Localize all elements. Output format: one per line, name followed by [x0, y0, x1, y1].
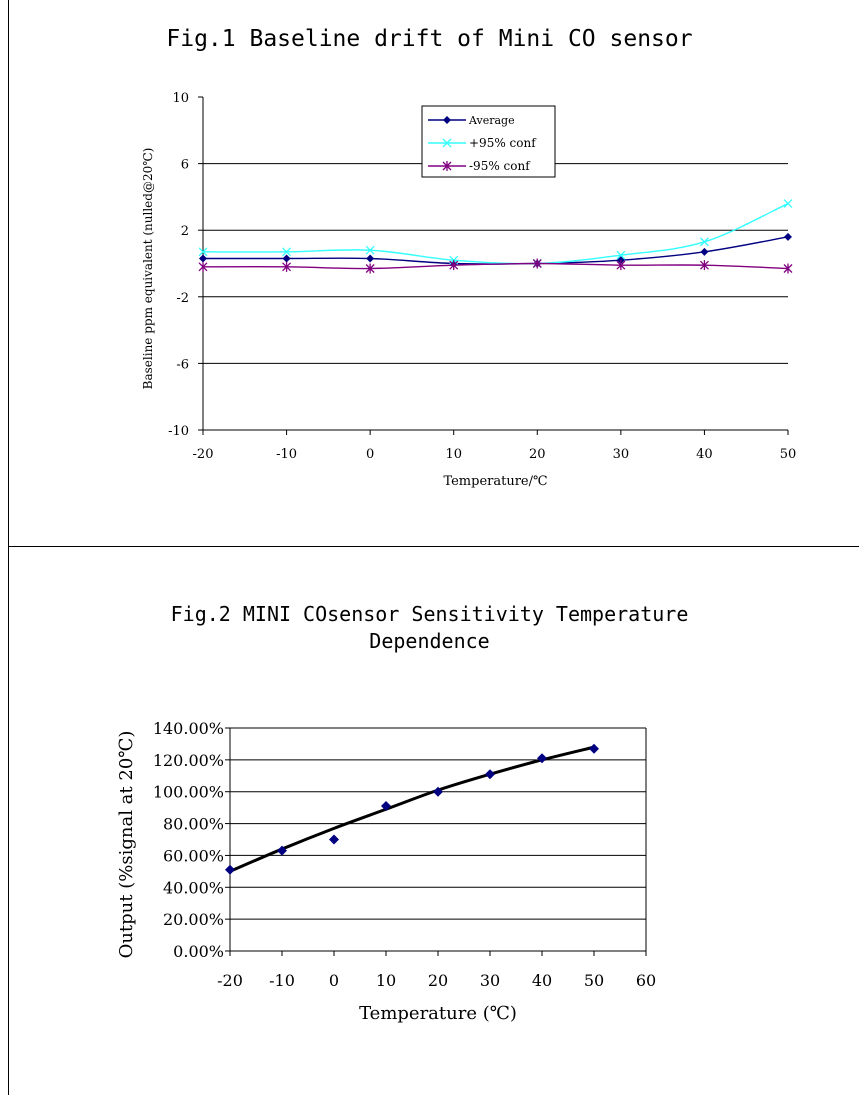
fig2-title-line1: Fig.2 MINI COsensor Sensitivity Temperat… — [170, 602, 689, 626]
legend-marker — [442, 138, 452, 148]
data-point — [532, 258, 542, 269]
data-point — [433, 786, 443, 797]
x-tick-label: 0 — [366, 447, 374, 462]
x-tick-label: -10 — [269, 971, 295, 990]
data-point — [277, 845, 287, 856]
fig2-title: Fig.2 MINI COsensor Sensitivity Temperat… — [0, 601, 859, 655]
data-point — [700, 247, 709, 256]
legend-label: Average — [468, 114, 515, 127]
data-point — [784, 232, 792, 241]
y-tick-label: 6 — [181, 158, 189, 173]
data-point — [485, 769, 495, 780]
data-point — [537, 753, 547, 764]
x-tick-label: 0 — [329, 971, 339, 990]
data-point — [225, 864, 235, 875]
legend-marker — [443, 116, 451, 124]
data-point — [616, 250, 626, 260]
figure-divider — [8, 546, 859, 547]
data-point — [365, 245, 375, 255]
trendline — [229, 745, 595, 873]
data-point — [329, 834, 339, 845]
frame-left-border — [8, 0, 9, 1095]
x-tick-label: 60 — [636, 971, 656, 990]
x-tick-label: -20 — [193, 447, 214, 462]
legend-box — [421, 105, 556, 178]
data-point — [783, 263, 793, 274]
series-line — [202, 202, 789, 265]
legend: Average +95% conf -95% conf — [421, 105, 556, 178]
y-tick-label: 10 — [172, 91, 189, 106]
data-point — [616, 260, 626, 271]
x-tick-label: 50 — [584, 971, 604, 990]
y-axis-label: Output (%signal at 20℃) — [116, 731, 137, 959]
data-point — [699, 237, 709, 247]
y-tick-label: -2 — [176, 291, 189, 306]
y-tick-label: 20.00% — [163, 910, 224, 929]
y-tick-label: 140.00% — [153, 719, 224, 738]
data-point — [449, 260, 459, 271]
y-tick-label: 100.00% — [153, 783, 224, 802]
scatter-points — [225, 743, 599, 875]
y-tick-label: -10 — [168, 424, 189, 439]
y-tick-label: 120.00% — [153, 751, 224, 770]
x-tick-label: 30 — [613, 447, 630, 462]
x-axis-label: Temperature/℃ — [443, 474, 547, 489]
data-point — [282, 247, 292, 257]
data-point — [282, 254, 291, 263]
x-tick-label: 50 — [780, 447, 797, 462]
x-axis-label: Temperature (℃) — [359, 1003, 517, 1024]
legend-label: -95% conf — [469, 159, 531, 173]
y-tick-label: 0.00% — [173, 942, 224, 961]
x-tick-label: 20 — [428, 971, 448, 990]
y-tick-label: -6 — [176, 357, 189, 372]
series-line — [202, 262, 789, 270]
y-tick-label: 40.00% — [163, 878, 224, 897]
fig1-title: Fig.1 Baseline drift of Mini CO sensor — [166, 26, 693, 52]
data-point — [783, 199, 793, 209]
data-point — [282, 261, 292, 272]
y-tick-label: 2 — [181, 224, 189, 239]
data-point — [365, 263, 375, 274]
x-tick-label: 30 — [480, 971, 500, 990]
fig1-chart: 10 6 2 -2 -6 -10 -20 -10 0 10 20 30 40 50 Temperature/… — [141, 91, 797, 489]
data-point — [198, 247, 208, 257]
y-axis-label: Baseline ppm equivalent (nulled@20℃) — [141, 148, 155, 390]
data-point — [198, 261, 208, 272]
data-point — [366, 254, 375, 263]
y-tick-label: 80.00% — [163, 815, 224, 834]
y-tick-label: 60.00% — [163, 846, 224, 865]
data-point — [589, 743, 599, 754]
x-tick-label: -10 — [276, 447, 297, 462]
data-point — [381, 801, 391, 812]
legend-marker — [442, 161, 452, 171]
fig2-title-line2: Dependence — [369, 629, 490, 653]
x-tick-label: -20 — [217, 971, 243, 990]
x-tick-label: 10 — [376, 971, 396, 990]
x-tick-label: 40 — [532, 971, 552, 990]
data-point — [699, 260, 709, 271]
data-point — [199, 254, 207, 263]
x-tick-label: 20 — [529, 447, 546, 462]
series-2 — [198, 258, 793, 274]
x-tick-label: 10 — [445, 447, 462, 462]
x-tick-label: 40 — [696, 447, 713, 462]
legend-label: +95% conf — [469, 136, 537, 150]
